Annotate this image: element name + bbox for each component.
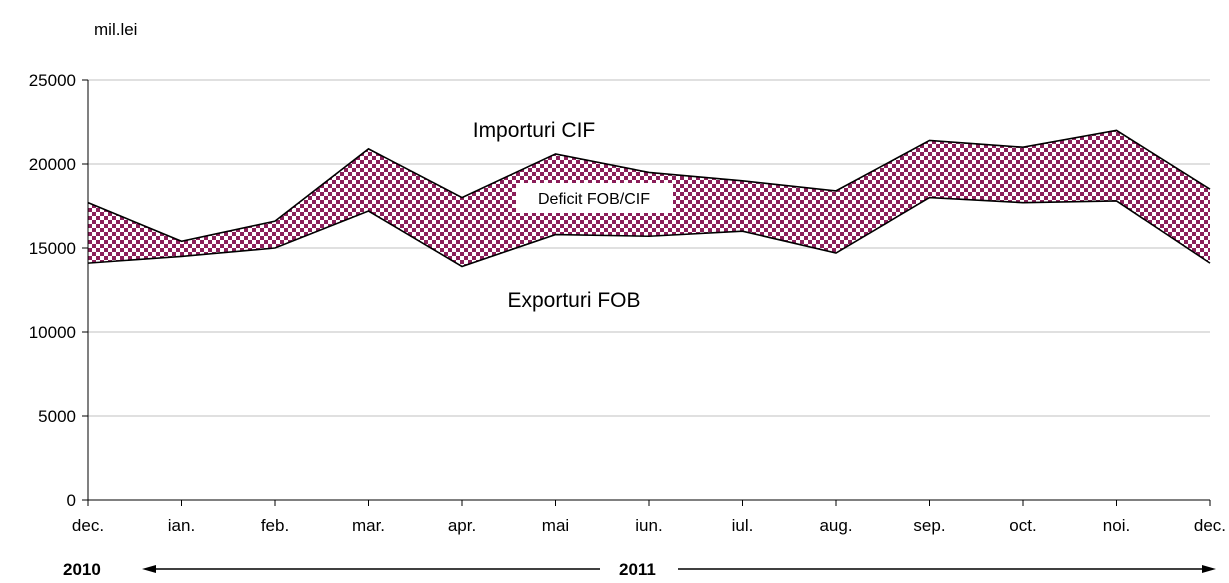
x-tick-labels: dec. ian. feb. mar. apr. mai iun. iul. aug. sep. o…	[72, 516, 1226, 535]
y-tick-labels: 0 5000 10000 15000 20000 25000	[29, 71, 76, 510]
y-tick-label-10000: 10000	[29, 323, 76, 342]
unit-label: mil.lei	[94, 20, 137, 39]
imports-line	[87, 129, 1211, 243]
x-tick-label-6: iun.	[635, 516, 662, 535]
x-tick-label-12: dec.	[1194, 516, 1226, 535]
y-tick-label-25000: 25000	[29, 71, 76, 90]
axes	[82, 79, 1211, 506]
x-tick-label-11: noi.	[1103, 516, 1130, 535]
arrow-head-right-icon	[1202, 565, 1216, 573]
year-label-2011: 2011	[619, 560, 656, 579]
arrow-head-left-icon	[142, 565, 156, 573]
deficit-label: Deficit FOB/CIF	[538, 191, 650, 208]
y-tick-label-15000: 15000	[29, 239, 76, 258]
exports-line	[87, 196, 1211, 268]
series-label-imports: Importuri CIF	[473, 119, 596, 142]
y-tick-label-5000: 5000	[38, 407, 76, 426]
x-tick-label-9: sep.	[913, 516, 945, 535]
x-tick-label-0: dec.	[72, 516, 104, 535]
x-tick-label-5: mai	[542, 516, 569, 535]
series-label-exports: Exporturi FOB	[507, 289, 640, 312]
year-label-2010: 2010	[63, 560, 101, 579]
x-tick-label-7: iul.	[732, 516, 754, 535]
x-tick-label-3: mar.	[352, 516, 385, 535]
y-tick-label-20000: 20000	[29, 155, 76, 174]
x-tick-label-10: oct.	[1009, 516, 1036, 535]
x-tick-label-1: ian.	[168, 516, 195, 535]
x-tick-label-8: aug.	[819, 516, 852, 535]
x-tick-label-4: apr.	[448, 516, 476, 535]
series-lines	[87, 129, 1211, 268]
y-tick-label-0: 0	[67, 491, 76, 510]
x-tick-label-2: feb.	[261, 516, 289, 535]
deficit-label-box	[516, 183, 673, 213]
